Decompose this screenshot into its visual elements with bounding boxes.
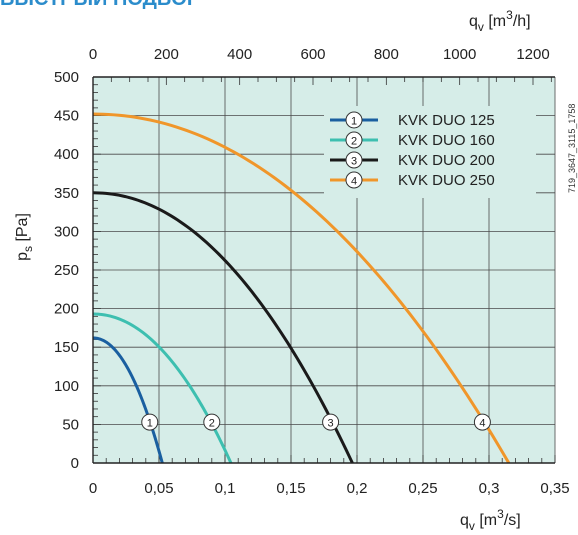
- series-curve: [92, 191, 354, 464]
- legend-marker: [345, 111, 363, 129]
- x-tick-label: 0: [89, 480, 97, 497]
- legend-marker: [345, 131, 363, 149]
- series-marker-label: 3: [328, 418, 334, 430]
- x2-tick-label: 800: [374, 46, 399, 63]
- y-tick-label: 400: [54, 146, 79, 163]
- series-marker: [203, 413, 221, 431]
- side-code: 719_3647_3115_1758: [567, 104, 577, 193]
- series-marker: [473, 413, 491, 431]
- legend-entry: KVK DUO 200: [398, 152, 495, 169]
- series-marker-label: 1: [147, 418, 153, 430]
- x2-tick-label: 1000: [443, 46, 476, 63]
- legend-entry: KVK DUO 125: [398, 112, 495, 129]
- y-tick-label: 450: [54, 108, 79, 125]
- legend-marker-label: 4: [351, 176, 357, 188]
- y-tick-label: 300: [54, 223, 79, 240]
- page-title: БЫСТРЫЙ ПОДБОР: [0, 0, 200, 11]
- series-curve: [92, 112, 511, 464]
- y-axis-title: ps [Pa]: [14, 213, 35, 261]
- x-tick-label: 0,2: [347, 480, 368, 497]
- x-tick-label: 0,3: [479, 480, 500, 497]
- legend-marker-label: 3: [351, 156, 357, 168]
- x2-axis-title: qv [m3/h]: [469, 8, 531, 34]
- y-tick-label: 200: [54, 301, 79, 318]
- legend-marker-label: 1: [351, 116, 357, 128]
- y-tick-label: 150: [54, 339, 79, 356]
- legend-marker: [345, 171, 363, 189]
- y-tick-label: 350: [54, 185, 79, 202]
- x2-tick-label: 1200: [516, 46, 549, 63]
- x2-tick-label: 0: [89, 46, 97, 63]
- series-marker: [322, 413, 340, 431]
- legend-entry: KVK DUO 160: [398, 132, 495, 149]
- legend-marker-label: 2: [351, 136, 357, 148]
- x-tick-label: 0,05: [144, 480, 173, 497]
- legend-marker: [345, 151, 363, 169]
- y-tick-label: 0: [71, 455, 79, 472]
- x2-tick-label: 600: [300, 46, 325, 63]
- y-tick-label: 100: [54, 378, 79, 395]
- x-tick-label: 0,25: [408, 480, 437, 497]
- x2-tick-label: 400: [227, 46, 252, 63]
- series-marker: [141, 413, 159, 431]
- x-tick-label: 0,35: [540, 480, 569, 497]
- x-tick-label: 0,1: [215, 480, 236, 497]
- y-tick-label: 250: [54, 262, 79, 279]
- series-marker-label: 4: [479, 418, 485, 430]
- x2-tick-label: 200: [154, 46, 179, 63]
- legend-entry: KVK DUO 250: [398, 172, 495, 189]
- x-tick-label: 0,15: [276, 480, 305, 497]
- x-axis-title: qv [m3/s]: [460, 507, 521, 533]
- series-marker-label: 2: [209, 418, 215, 430]
- y-tick-label: 500: [54, 69, 79, 86]
- y-tick-label: 50: [62, 416, 79, 433]
